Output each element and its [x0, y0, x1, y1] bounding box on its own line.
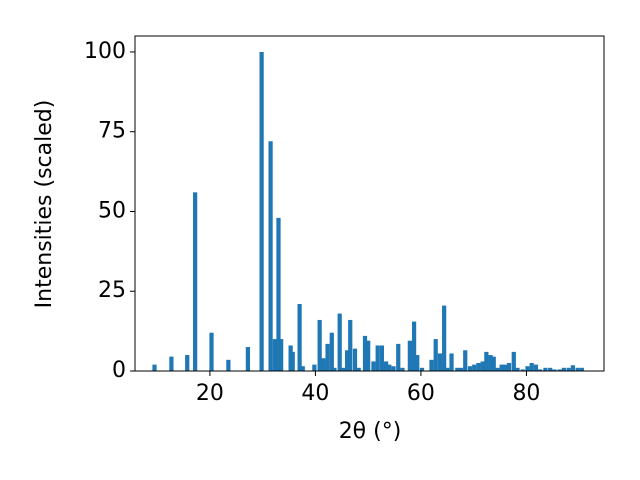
bar: [445, 367, 450, 371]
bar: [340, 367, 345, 371]
bar: [538, 369, 543, 371]
bar: [484, 351, 489, 371]
bar: [472, 364, 477, 371]
x-axis-label: 2θ (°): [339, 419, 402, 444]
bar: [419, 367, 425, 371]
bar: [467, 366, 473, 371]
bar: [533, 364, 539, 371]
bar: [575, 367, 580, 371]
bar: [458, 367, 464, 371]
bar: [433, 339, 438, 371]
bar: [332, 367, 337, 371]
bar: [259, 51, 264, 371]
bar: [511, 351, 516, 371]
bar: [321, 358, 326, 371]
x-tick-label: 60: [407, 381, 435, 406]
bar: [488, 355, 493, 371]
bar: [362, 335, 368, 371]
bar: [561, 367, 567, 371]
bar: [515, 367, 520, 371]
bar: [411, 321, 417, 371]
bar: [379, 345, 385, 371]
bar: [193, 192, 198, 371]
bar: [209, 332, 214, 371]
bar: [520, 369, 525, 371]
bar: [384, 361, 389, 371]
bar: [525, 366, 530, 371]
bar: [449, 353, 454, 371]
bar: [312, 364, 317, 371]
bar: [455, 367, 460, 371]
bar: [407, 340, 412, 371]
bar: [396, 343, 401, 371]
y-axis-label: Intensities (scaled): [32, 100, 57, 309]
bar: [442, 305, 447, 371]
bar: [579, 367, 584, 371]
bar: [276, 217, 281, 371]
bar: [268, 141, 273, 371]
bar: [495, 367, 500, 371]
y-tick-label: 50: [98, 198, 126, 223]
plot-area: [152, 51, 584, 371]
bar: [245, 347, 251, 371]
bar: [415, 355, 420, 371]
bar: [499, 364, 504, 371]
bar: [279, 339, 284, 371]
bar: [325, 343, 330, 371]
bar: [557, 369, 562, 371]
y-tick-label: 75: [98, 119, 126, 144]
bar: [506, 363, 512, 371]
bar: [329, 332, 334, 371]
bar: [356, 367, 361, 371]
bar: [348, 319, 353, 371]
bar: [297, 304, 302, 371]
bar: [371, 361, 376, 371]
bar: [476, 363, 481, 371]
bar: [387, 364, 392, 371]
bar: [529, 363, 534, 371]
bar: [317, 319, 322, 371]
bar: [300, 366, 305, 371]
bar: [169, 356, 174, 371]
bar: [337, 313, 342, 371]
bar: [366, 340, 371, 371]
bar: [566, 367, 571, 371]
bar: [570, 365, 575, 371]
bar: [503, 364, 508, 371]
bar: [375, 345, 380, 371]
bar: [543, 367, 548, 371]
axes-frame: [134, 35, 605, 372]
y-tick-label: 100: [84, 39, 126, 64]
bar: [491, 356, 496, 371]
bar: [185, 355, 190, 371]
bar: [290, 351, 295, 371]
bar: [437, 353, 443, 371]
bar: [391, 366, 396, 371]
x-tick-label: 20: [196, 381, 224, 406]
bar: [400, 367, 405, 371]
bar: [429, 359, 434, 371]
x-tick-label: 40: [301, 381, 329, 406]
bar: [352, 348, 358, 371]
y-tick-label: 25: [98, 278, 126, 303]
bar: [152, 364, 157, 371]
bar: [272, 339, 277, 371]
bar: [480, 361, 485, 371]
bar: [552, 369, 557, 371]
y-tick-label: 0: [112, 358, 126, 383]
x-tick-label: 80: [512, 381, 540, 406]
bar: [463, 350, 468, 371]
bar: [548, 367, 553, 371]
bar: [226, 359, 231, 371]
bar: [344, 350, 350, 371]
